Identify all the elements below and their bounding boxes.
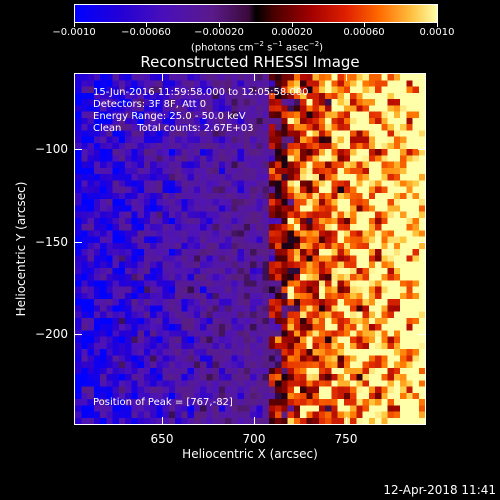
colorbar	[74, 4, 438, 23]
info-time-range: 15-Jun-2016 11:59:58.000 to 12:05:58.000	[93, 87, 309, 98]
y-tick-label: −150	[35, 235, 68, 249]
colorbar-tick-label: 0.00020	[271, 27, 313, 38]
x-axis-label: Heliocentric X (arcsec)	[182, 447, 318, 461]
y-tick	[418, 242, 426, 243]
colorbar-tick-label: −0.00060	[121, 27, 171, 38]
x-tick-label: 650	[150, 432, 174, 446]
x-tick	[162, 417, 163, 425]
colorbar-tick	[146, 23, 147, 27]
y-tick	[418, 334, 426, 335]
colorbar-tick-label: −0.0010	[52, 27, 96, 38]
info-energy-range: Energy Range: 25.0 - 50.0 keV	[93, 111, 246, 122]
info-method-counts: Clean Total counts: 2.67E+03	[93, 123, 254, 134]
y-tick	[74, 149, 82, 150]
image-frame: 15-Jun-2016 11:59:58.000 to 12:05:58.000…	[74, 73, 426, 425]
colorbar-tick	[219, 23, 220, 27]
colorbar-tick	[74, 23, 75, 27]
colorbar-tick-label: −0.00020	[194, 27, 244, 38]
rhessi-image	[75, 74, 425, 424]
y-tick-label: −100	[35, 142, 68, 156]
y-tick-label: −200	[35, 327, 68, 341]
x-tick	[254, 417, 255, 425]
x-tick	[254, 73, 255, 81]
y-axis-label: Heliocentric Y (arcsec)	[14, 181, 28, 317]
info-detectors: Detectors: 3F 8F, Att 0	[93, 99, 207, 110]
colorbar-tick-label: 0.00060	[343, 27, 385, 38]
info-peak-position: Position of Peak = [767,-82]	[93, 397, 233, 408]
x-tick	[346, 73, 347, 81]
colorbar-units: (photons cm−2 s−1 asec−2)	[190, 40, 324, 54]
x-tick-label: 750	[334, 432, 358, 446]
y-tick	[74, 242, 82, 243]
colorbar-tick-label: 0.0010	[419, 27, 455, 38]
plot-title: Reconstructed RHESSI Image	[140, 53, 360, 71]
x-tick	[162, 73, 163, 81]
y-tick	[418, 149, 426, 150]
colorbar-tick	[437, 23, 438, 27]
y-tick	[74, 334, 82, 335]
x-tick-label: 700	[242, 432, 266, 446]
timestamp: 12-Apr-2018 11:41	[383, 483, 496, 497]
x-tick	[346, 417, 347, 425]
colorbar-tick	[364, 23, 365, 27]
colorbar-tick	[292, 23, 293, 27]
